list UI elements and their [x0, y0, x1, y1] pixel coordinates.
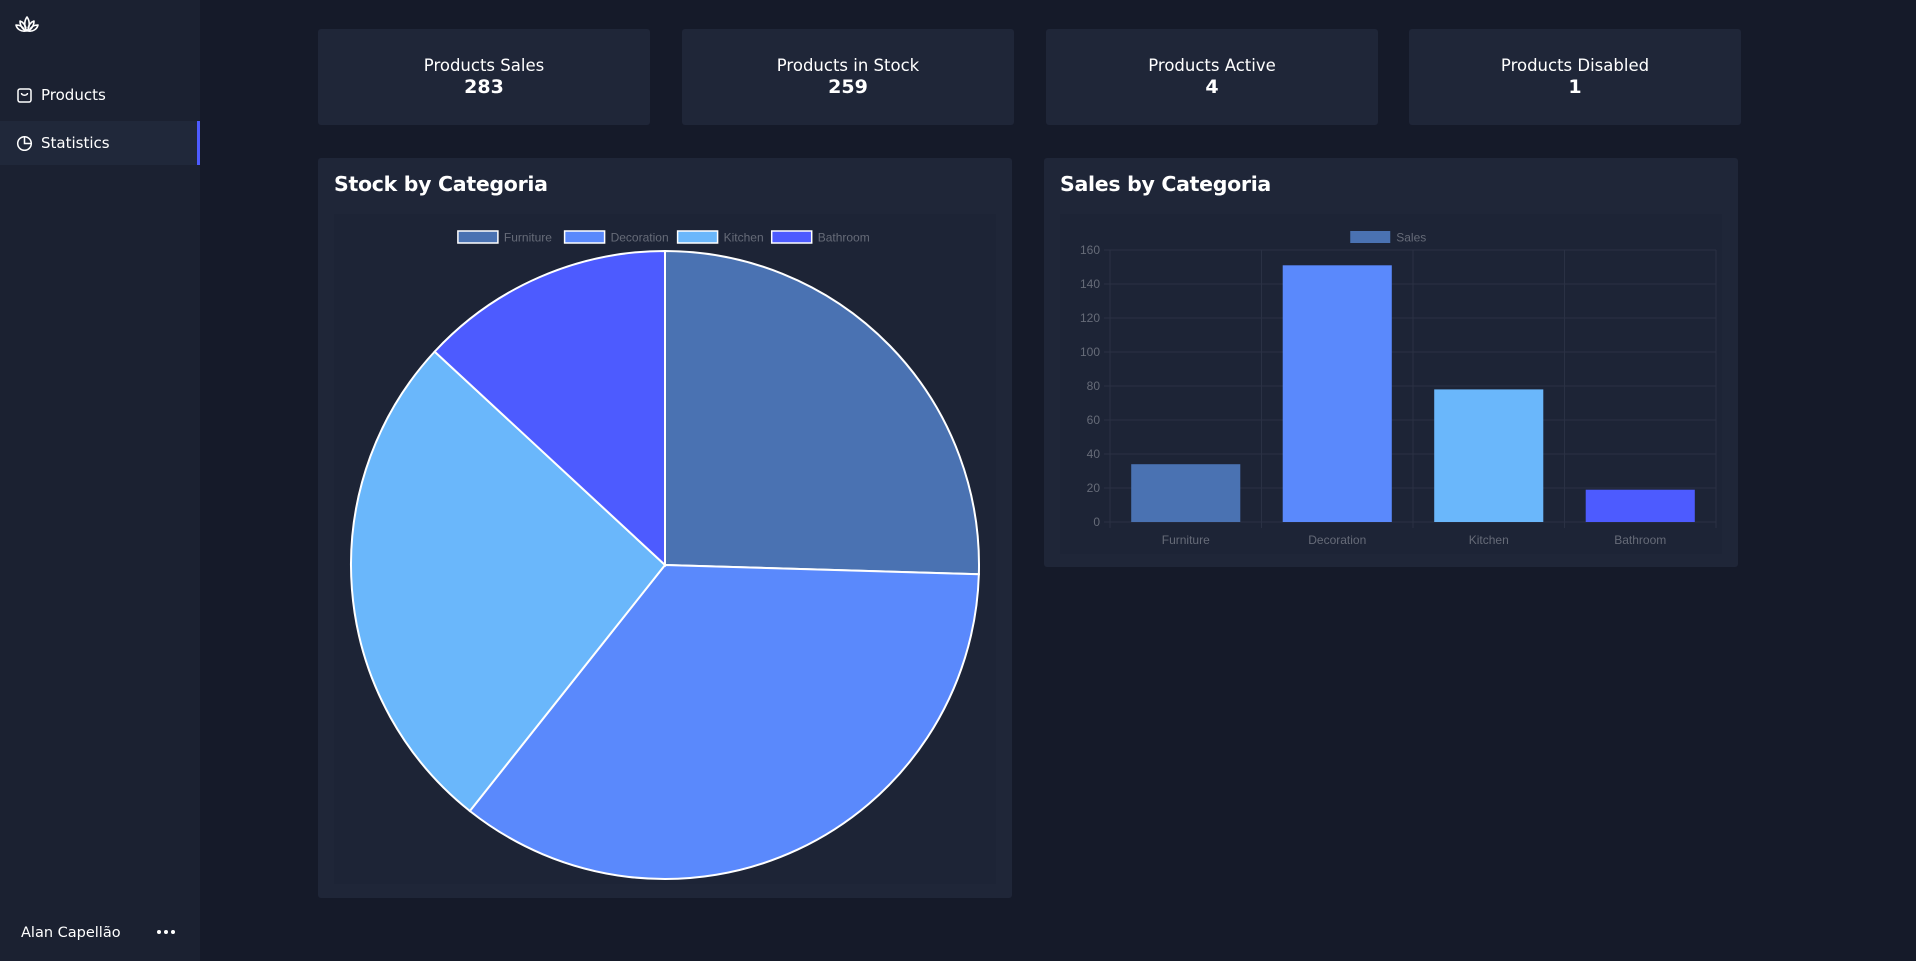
- stat-value: 1: [1568, 76, 1582, 98]
- legend-swatch: [457, 230, 499, 244]
- stat-value: 259: [828, 76, 868, 98]
- bar-chart: Sales 0 20 40 60 80 100 120 140 160 Furniture Decor…: [1080, 231, 1717, 547]
- legend-label: Sales: [1396, 231, 1426, 245]
- sidebar: Products Statistics Alan Capellão: [0, 0, 200, 961]
- legend-label: Bathroom: [818, 231, 870, 245]
- x-tick-label: Bathroom: [1614, 533, 1666, 547]
- sales-chart-panel: Sales by Categoria Sales 0 20 40 60 80 100 120 1…: [1044, 158, 1738, 567]
- stat-value: 4: [1205, 76, 1219, 98]
- panel-title: Stock by Categoria: [334, 172, 548, 196]
- shopping-bag-icon: [16, 87, 33, 104]
- legend-item-decoration[interactable]: Decoration: [563, 230, 669, 245]
- stat-card-stock: Products in Stock 259: [682, 29, 1014, 125]
- y-tick-label: 140: [1080, 277, 1100, 291]
- y-tick-label: 40: [1087, 447, 1101, 461]
- panel-title: Sales by Categoria: [1060, 172, 1271, 196]
- stat-card-disabled: Products Disabled 1: [1409, 29, 1741, 125]
- pie-slice-decoration[interactable]: [468, 563, 980, 880]
- sidebar-item-label: Products: [41, 86, 106, 104]
- bar-bathroom[interactable]: [1585, 489, 1695, 522]
- more-dots-icon: [157, 930, 161, 934]
- y-tick-label: 60: [1087, 413, 1101, 427]
- stat-label: Products Disabled: [1500, 56, 1650, 75]
- legend-item-kitchen[interactable]: Kitchen: [676, 230, 764, 245]
- x-tick-label: Kitchen: [1469, 533, 1509, 547]
- pie-slice-kitchen[interactable]: [350, 350, 667, 813]
- lotus-logo-icon: [15, 16, 39, 32]
- more-options-button[interactable]: [154, 922, 178, 942]
- legend-label: Kitchen: [724, 231, 764, 245]
- bar-furniture[interactable]: [1131, 464, 1241, 522]
- pie-chart: Furniture Decoration Kitchen Bathroom: [350, 230, 980, 880]
- bar-chart-area: Sales 0 20 40 60 80 100 120 140 160 Furniture Decor…: [1060, 214, 1722, 554]
- legend-swatch: [563, 230, 606, 244]
- pie-chart-area: Furniture Decoration Kitchen Bathroom: [334, 214, 996, 884]
- more-dots-icon: [164, 930, 168, 934]
- legend-swatch: [676, 230, 719, 244]
- user-name: Alan Capellão: [21, 925, 121, 941]
- x-tick-label: Furniture: [1162, 533, 1210, 547]
- stat-card-active: Products Active 4: [1046, 29, 1378, 125]
- pie-slice-furniture[interactable]: [664, 249, 980, 576]
- bar-kitchen[interactable]: [1434, 389, 1544, 522]
- x-tick-label: Decoration: [1308, 533, 1366, 547]
- pie-chart-icon: [16, 135, 33, 152]
- bar-decoration[interactable]: [1282, 265, 1392, 522]
- sidebar-item-products[interactable]: Products: [0, 73, 200, 117]
- y-tick-label: 20: [1087, 481, 1101, 495]
- y-tick-label: 100: [1080, 345, 1100, 359]
- y-tick-label: 80: [1087, 379, 1101, 393]
- y-tick-label: 0: [1093, 515, 1100, 529]
- legend-label: Furniture: [504, 231, 552, 245]
- y-tick-label: 120: [1080, 311, 1100, 325]
- legend-swatch: [1350, 231, 1391, 243]
- stat-label: Products in Stock: [776, 56, 920, 75]
- pie-slice-bathroom[interactable]: [433, 249, 666, 568]
- legend-item-sales[interactable]: Sales: [1350, 231, 1426, 245]
- stat-value: 283: [464, 76, 504, 98]
- stat-label: Products Sales: [423, 56, 545, 75]
- stock-chart-panel: Stock by Categoria Furniture Decoration Ki…: [318, 158, 1012, 898]
- y-tick-label: 160: [1080, 243, 1100, 257]
- stat-card-sales: Products Sales 283: [318, 29, 650, 125]
- stat-label: Products Active: [1148, 56, 1276, 75]
- legend-label: Decoration: [611, 231, 669, 245]
- sidebar-item-statistics[interactable]: Statistics: [0, 121, 200, 165]
- legend-swatch: [770, 230, 813, 244]
- more-dots-icon: [171, 930, 175, 934]
- sidebar-item-label: Statistics: [41, 134, 110, 152]
- legend-item-bathroom[interactable]: Bathroom: [770, 230, 870, 245]
- legend-item-furniture[interactable]: Furniture: [457, 230, 552, 245]
